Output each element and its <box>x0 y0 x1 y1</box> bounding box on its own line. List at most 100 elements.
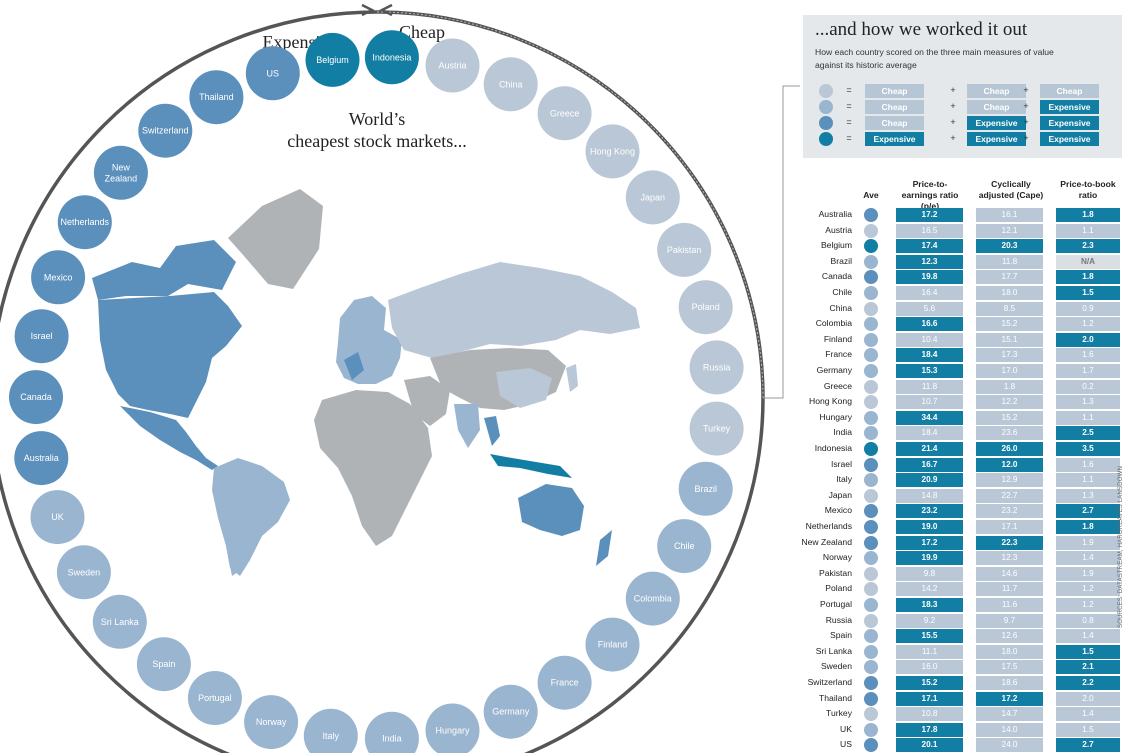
pb-value: 1.6 <box>1056 457 1120 472</box>
ring-label-finland: Finland <box>598 640 628 650</box>
pb-value: 1.2 <box>1056 317 1120 332</box>
country-name: Israel <box>830 458 852 469</box>
ring-label-india: India <box>382 734 402 744</box>
pe-value: 9.8 <box>896 566 963 581</box>
legend-score: Expensive <box>865 132 924 146</box>
country-name: Hong Kong <box>808 396 852 407</box>
pe-value: 19.9 <box>896 551 963 566</box>
pb-value: 1.4 <box>1056 629 1120 644</box>
pe-value: 17.2 <box>896 535 963 550</box>
table-row: Turkey 10.8 14.7 1.4 <box>800 707 1130 722</box>
country-name: Japan <box>828 489 852 500</box>
legend-operator: = <box>846 101 852 111</box>
average-dot <box>864 223 878 238</box>
pb-value: 1.7 <box>1056 364 1120 378</box>
pb-value: 1.8 <box>1056 270 1120 285</box>
ring-circle-hungary <box>425 703 480 753</box>
table-row: Brazil 12.3 11.8 N/A <box>800 254 1130 269</box>
pe-value: 17.4 <box>896 239 963 254</box>
pb-value: 1.4 <box>1056 707 1120 722</box>
map-indonesia <box>490 454 572 478</box>
pe-value: 16.5 <box>896 223 963 238</box>
ring-circle-us <box>245 46 300 101</box>
legend-dot <box>819 100 833 114</box>
pb-value: 2.5 <box>1056 426 1120 441</box>
ring-circle-india <box>364 711 419 753</box>
legend-score: Cheap <box>1040 84 1099 98</box>
country-name: Brazil <box>830 255 853 266</box>
country-name: Mexico <box>824 505 852 516</box>
table-row: Hong Kong 10.7 12.2 1.3 <box>800 395 1130 410</box>
pe-value: 20.9 <box>896 473 963 488</box>
ring-circle-sri-lanka <box>92 594 147 649</box>
map-chile <box>226 546 238 576</box>
pe-value: 19.0 <box>896 520 963 534</box>
cape-value: 16.1 <box>976 208 1043 222</box>
ring-circle-pakistan <box>657 222 712 277</box>
ring-label-australia: Australia <box>24 453 59 463</box>
ring-label-netherlands: Netherlands <box>61 217 110 227</box>
country-name: Thailand <box>819 692 852 703</box>
country-name: Sri Lanka <box>815 645 852 656</box>
legend-score: Expensive <box>1040 116 1099 130</box>
ring-circle-belgium <box>305 32 360 87</box>
ring-label-hong-kong: Hong Kong <box>590 146 635 156</box>
country-name: Italy <box>836 474 852 485</box>
table-row: Norway 19.9 12.3 1.4 <box>800 551 1130 566</box>
pe-value: 18.3 <box>896 598 963 612</box>
ring-label-indonesia: Indonesia <box>372 52 411 62</box>
ring-label-france: France <box>551 678 579 688</box>
map-thailand <box>484 416 500 446</box>
legend-operator: + <box>1023 85 1029 95</box>
average-dot <box>864 598 878 612</box>
cape-value: 9.7 <box>976 613 1043 628</box>
country-name: Belgium <box>820 240 852 251</box>
average-dot <box>864 379 878 394</box>
cape-value: 15.1 <box>976 332 1043 347</box>
average-dot <box>864 442 878 456</box>
cape-value: 15.2 <box>976 317 1043 332</box>
table-row: Greece 11.8 1.8 0.2 <box>800 379 1130 394</box>
country-name: Turkey <box>826 708 852 719</box>
ring-circle-brazil <box>678 461 733 516</box>
average-dot <box>864 332 878 347</box>
arrow-right-icon <box>361 3 375 17</box>
pb-value: 1.5 <box>1056 286 1120 300</box>
arrow-left-icon <box>379 3 393 17</box>
pb-value: 0.2 <box>1056 379 1120 394</box>
cape-value: 26.0 <box>976 442 1043 456</box>
pb-value: 1.5 <box>1056 644 1120 659</box>
ring-circle-israel <box>14 309 69 364</box>
legend-score: Cheap <box>967 100 1026 114</box>
pe-value: 14.2 <box>896 582 963 597</box>
country-name: Spain <box>830 630 852 641</box>
ring-circle-chile <box>657 519 712 574</box>
ring-label-thailand: Thailand <box>199 92 234 102</box>
pe-value: 14.8 <box>896 488 963 503</box>
pb-value: N/A <box>1056 254 1120 269</box>
ring-label-new-zealand: Zealand <box>105 173 138 183</box>
map-russia <box>388 262 640 358</box>
ring-label-hungary: Hungary <box>435 726 470 736</box>
table-row: Switzerland 15.2 18.6 2.2 <box>800 676 1130 690</box>
average-dot <box>864 473 878 488</box>
ring-label-belgium: Belgium <box>316 55 349 65</box>
pb-value: 1.1 <box>1056 473 1120 488</box>
pe-value: 10.7 <box>896 395 963 410</box>
ring-label-chile: Chile <box>674 541 695 551</box>
cape-value: 23.6 <box>976 426 1043 441</box>
ring-circle-netherlands <box>57 195 112 250</box>
table-row: Indonesia 21.4 26.0 3.5 <box>800 442 1130 456</box>
legend-operator: + <box>1023 133 1029 143</box>
average-dot <box>864 738 878 753</box>
table-row: Finland 10.4 15.1 2.0 <box>800 332 1130 347</box>
ring-circle-russia <box>689 340 744 395</box>
map-mexico <box>120 406 218 470</box>
country-name: Greece <box>823 380 852 391</box>
average-dot <box>864 676 878 690</box>
country-name: Russia <box>825 614 852 625</box>
pb-value: 1.6 <box>1056 348 1120 363</box>
average-dot <box>864 301 878 316</box>
cape-value: 14.6 <box>976 566 1043 581</box>
